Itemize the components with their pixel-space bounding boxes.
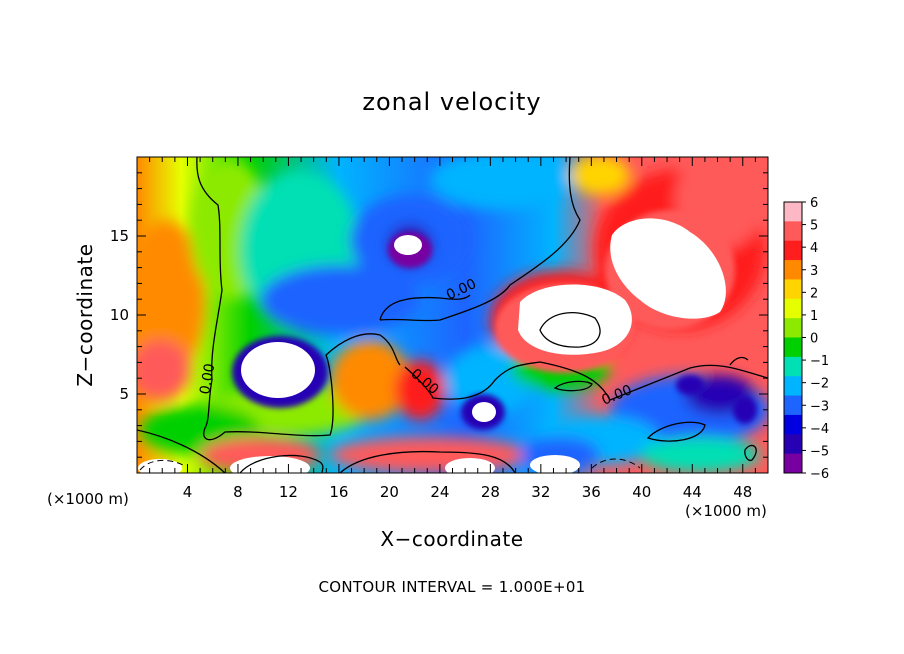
colorbar-swatch	[784, 202, 802, 222]
colorbar-swatch	[784, 414, 802, 435]
colorbar: 6 5 4 3 2 1 0 −1 −2 −3 −4 −5 −6	[783, 196, 829, 482]
x-tick-label: 28	[481, 483, 500, 501]
x-tick-label: 16	[329, 483, 348, 501]
colorbar-swatch	[784, 318, 802, 338]
colorbar-swatch	[784, 221, 802, 242]
x-tick-label: 12	[279, 483, 298, 501]
x-tick-label: 32	[531, 483, 550, 501]
colorbar-tick-label: −1	[810, 354, 829, 369]
y-axis-label: Z−coordinate	[73, 243, 97, 387]
chart-title: zonal velocity	[362, 88, 542, 116]
y-tick-label: 10	[110, 306, 129, 324]
y-tick-label: 5	[119, 385, 129, 403]
negative-contour-lines	[139, 458, 641, 471]
colorbar-tick-label: 0	[810, 332, 818, 347]
colorbar-swatch	[784, 376, 802, 397]
colorbar-swatch	[784, 434, 802, 455]
colorbar-swatch	[784, 240, 802, 261]
x-axis-label: X−coordinate	[380, 527, 524, 551]
colorbar-swatch	[784, 395, 802, 416]
y-tick-label: 15	[110, 227, 129, 245]
colorbar-tick-label: 2	[810, 286, 818, 301]
x-tick-label: 40	[632, 483, 651, 501]
colorbar-tick-label: 6	[810, 196, 818, 211]
colorbar-swatch	[784, 337, 802, 358]
colorbar-tick-label: 5	[810, 219, 818, 234]
zero-contour-lines	[137, 157, 768, 473]
colorbar-swatch	[784, 260, 802, 280]
svg-text:0.00: 0.00	[197, 362, 218, 395]
x-tick-label: 44	[683, 483, 702, 501]
contour-interval-note: CONTOUR INTERVAL = 1.000E+01	[318, 578, 586, 596]
x-tick-label: 36	[582, 483, 601, 501]
y-axis: 5 10 15	[110, 172, 768, 458]
colorbar-tick-label: −4	[810, 422, 829, 437]
colorbar-tick-label: 1	[810, 309, 818, 324]
x-axis: 4 8 12 16 20 24 28 32 36 40 44 48	[149, 157, 756, 501]
colorbar-swatch	[784, 356, 802, 377]
colorbar-swatch	[784, 279, 802, 300]
colorbar-tick-label: 4	[810, 241, 818, 256]
colorbar-tick-label: 3	[810, 264, 818, 279]
colorbar-tick-label: −5	[810, 444, 829, 459]
x-tick-label: 4	[183, 483, 193, 501]
x-tick-label: 20	[380, 483, 399, 501]
x-tick-label: 48	[733, 483, 752, 501]
colorbar-tick-label: −6	[810, 467, 829, 482]
colorbar-swatch	[784, 453, 802, 474]
colorbar-tick-label: −2	[810, 377, 829, 392]
heatmap-field: 0.00 0.00 0.00 0.00	[137, 157, 768, 473]
colorbar-tick-label: −3	[810, 399, 829, 414]
x-unit-label: (×1000 m)	[685, 502, 767, 520]
z-unit-label: (×1000 m)	[47, 490, 129, 508]
x-tick-label: 8	[233, 483, 243, 501]
x-tick-label: 24	[430, 483, 449, 501]
colorbar-swatch	[784, 298, 802, 319]
